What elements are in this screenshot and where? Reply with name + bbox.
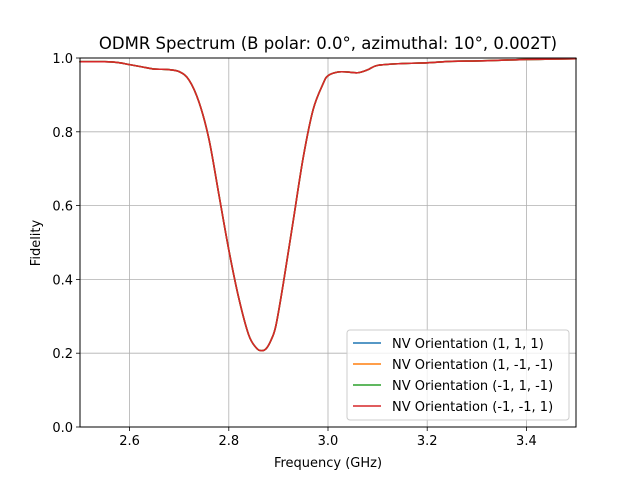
legend-label-1: NV Orientation (1, 1, 1) (392, 337, 544, 352)
y-tick-label: 0.6 (52, 200, 73, 215)
legend-label-3: NV Orientation (-1, 1, -1) (392, 379, 553, 394)
x-tick-label: 2.6 (119, 434, 140, 449)
y-axis-label: Fidelity (29, 219, 44, 266)
plot-area: 2.6 2.8 3.0 3.2 3.4 0.0 0.2 0.4 0.6 0.8 1.0 (52, 52, 577, 449)
x-tick-label: 3.0 (318, 434, 339, 449)
x-axis-label: Frequency (GHz) (274, 456, 382, 471)
y-tick-label: 1.0 (52, 52, 73, 67)
x-tick-label: 3.2 (417, 434, 438, 449)
x-axis-ticks: 2.6 2.8 3.0 3.2 3.4 (119, 427, 537, 449)
legend-items: NV Orientation (1, 1, 1) NV Orientation (… (353, 337, 553, 415)
legend: NV Orientation (1, 1, 1) NV Orientation (… (346, 329, 570, 421)
y-tick-label: 0.2 (52, 347, 73, 362)
legend-box (346, 329, 570, 421)
series-lines (79, 57, 577, 352)
x-tick-label: 3.4 (516, 434, 537, 449)
y-axis-ticks: 0.0 0.2 0.4 0.6 0.8 1.0 (52, 52, 80, 436)
y-tick-label: 0.4 (52, 273, 73, 288)
series-line-4 (79, 57, 577, 352)
x-tick-label: 2.8 (218, 434, 239, 449)
y-tick-label: 0.8 (52, 126, 73, 141)
chart-title: ODMR Spectrum (B polar: 0.0°, azimuthal:… (99, 34, 557, 53)
y-tick-label: 0.0 (52, 421, 73, 436)
legend-label-4: NV Orientation (-1, -1, 1) (392, 400, 553, 415)
legend-label-2: NV Orientation (1, -1, -1) (392, 358, 553, 373)
